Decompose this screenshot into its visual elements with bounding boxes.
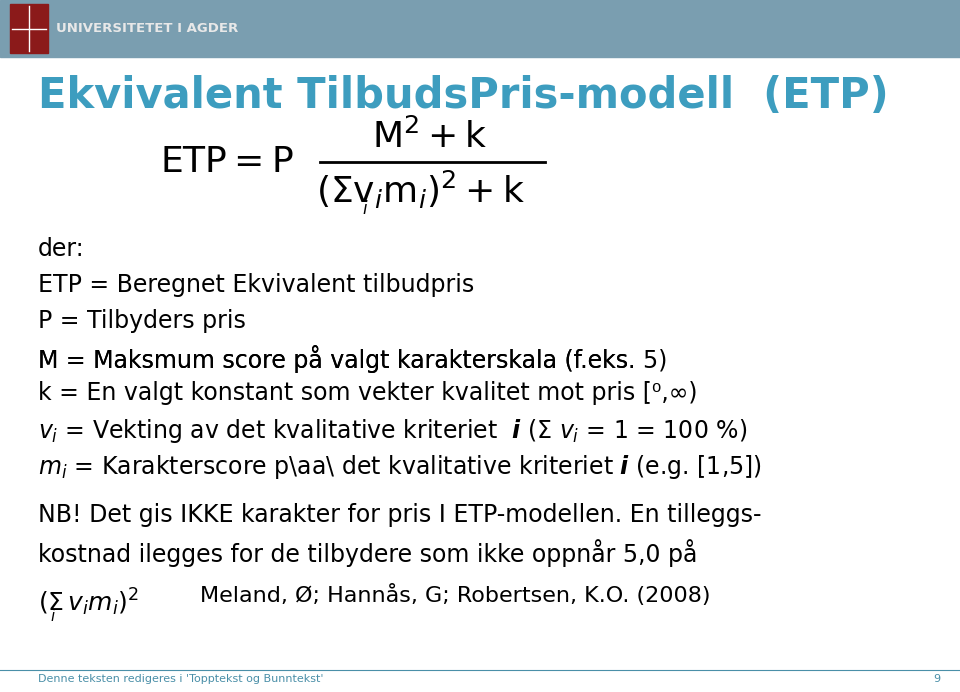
Text: $\mathdefault{M}^2+\mathdefault{k}$: $\mathdefault{M}^2+\mathdefault{k}$	[372, 119, 488, 155]
Text: $(\Sigma\mathdefault{v}_i\mathdefault{m}_i)^2+\mathdefault{k}$: $(\Sigma\mathdefault{v}_i\mathdefault{m}…	[316, 169, 524, 211]
Text: P = Tilbyders pris: P = Tilbyders pris	[38, 309, 246, 333]
Text: $i$: $i$	[50, 608, 56, 624]
Text: UNIVERSITETET I AGDER: UNIVERSITETET I AGDER	[56, 22, 238, 35]
Text: $m_i$ = Karakterscore p\aa\ det kvalitative kriteriet $\boldsymbol{i}$ (e.g. [1,: $m_i$ = Karakterscore p\aa\ det kvalitat…	[38, 453, 762, 481]
Text: M = Maksmum score på valgt karakterskala (f.eks.: M = Maksmum score på valgt karakterskala…	[38, 345, 643, 373]
Text: $(\Sigma\, v_i m_i)^2$: $(\Sigma\, v_i m_i)^2$	[38, 586, 139, 617]
Text: Denne teksten redigeres i 'Topptekst og Bunntekst': Denne teksten redigeres i 'Topptekst og …	[38, 674, 324, 684]
Text: k = En valgt konstant som vekter kvalitet mot pris [⁰,∞): k = En valgt konstant som vekter kvalite…	[38, 381, 698, 405]
Text: 9: 9	[933, 674, 940, 684]
Text: NB! Det gis IKKE karakter for pris I ETP-modellen. En tilleggs-: NB! Det gis IKKE karakter for pris I ETP…	[38, 503, 761, 527]
Text: der:: der:	[38, 237, 84, 261]
Bar	[10, 4, 48, 53]
Text: $v_i$ = Vekting av det kvalitative kriteriet  $\boldsymbol{i}$ ($\Sigma$ $v_i$ =: $v_i$ = Vekting av det kvalitative krite…	[38, 417, 747, 445]
Text: Meland, Ø; Hannås, G; Robertsen, K.O. (2008): Meland, Ø; Hannås, G; Robertsen, K.O. (2…	[200, 584, 710, 606]
Text: Ekvivalent TilbudsPris-modell  (ETP): Ekvivalent TilbudsPris-modell (ETP)	[38, 75, 889, 118]
Text: $\mathdefault{ETP} = \mathdefault{P}$: $\mathdefault{ETP} = \mathdefault{P}$	[160, 145, 294, 179]
Text: ETP = Beregnet Ekvivalent tilbudpris: ETP = Beregnet Ekvivalent tilbudpris	[38, 273, 474, 297]
Bar	[0, 0, 960, 57]
Text: $i$: $i$	[362, 200, 369, 218]
Text: M = Maksmum score på valgt karakterskala (f.eks. 5): M = Maksmum score på valgt karakterskala…	[38, 345, 667, 373]
Text: kostnad ilegges for de tilbydere som ikke oppnår 5,0 på: kostnad ilegges for de tilbydere som ikk…	[38, 539, 697, 567]
